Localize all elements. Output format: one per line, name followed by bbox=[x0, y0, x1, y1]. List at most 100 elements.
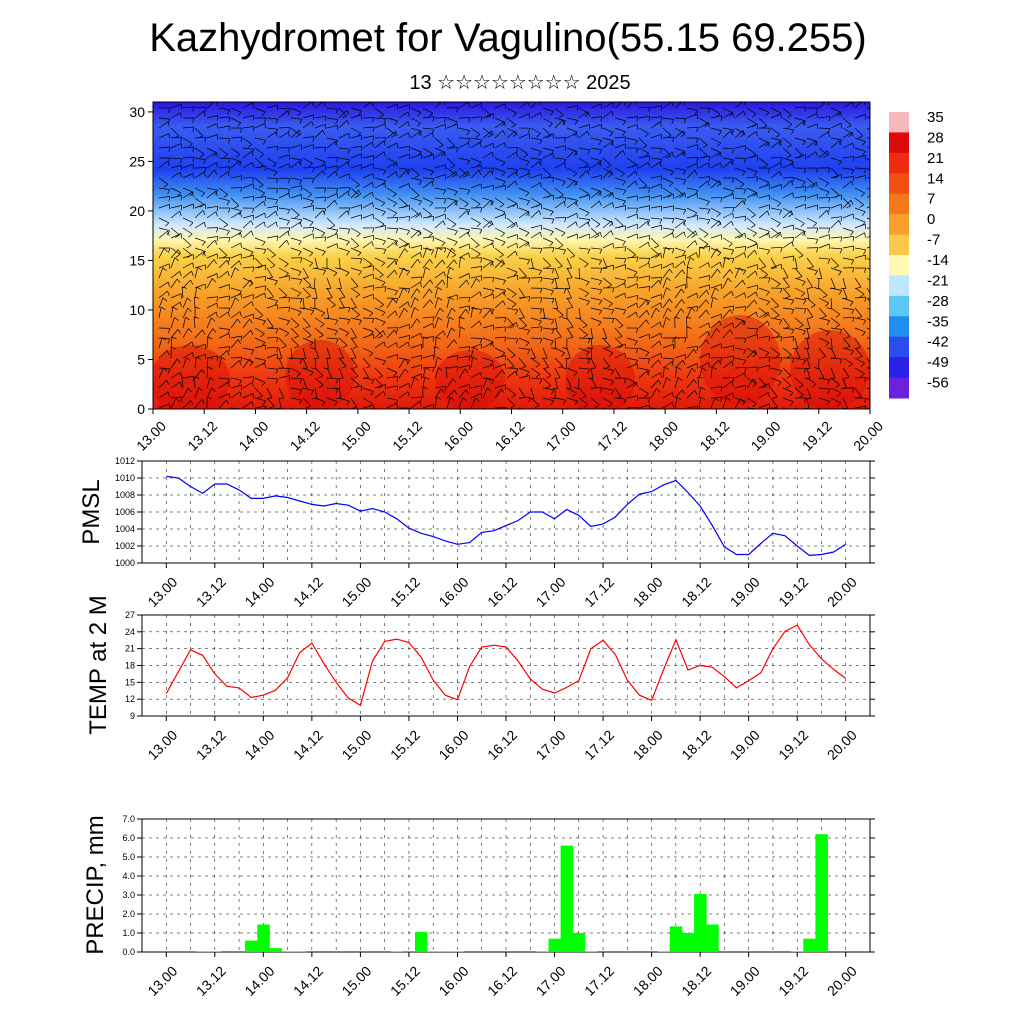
wind-barb bbox=[158, 391, 170, 399]
wind-barb bbox=[338, 132, 350, 139]
wind-barb bbox=[530, 137, 543, 145]
wind-barb bbox=[254, 292, 266, 299]
wind-barb bbox=[470, 372, 482, 379]
wind-barb bbox=[830, 203, 842, 210]
wind-barb bbox=[470, 170, 482, 179]
wind-barb bbox=[602, 337, 611, 349]
wind-barb bbox=[614, 377, 627, 384]
wind-barb bbox=[806, 194, 818, 200]
wind-barb bbox=[254, 337, 266, 347]
wind-barb bbox=[326, 171, 338, 179]
wind-barb bbox=[410, 167, 420, 178]
wind-barb bbox=[398, 368, 409, 379]
wind-barb bbox=[566, 367, 578, 377]
wind-barb bbox=[290, 157, 303, 165]
wind-barb bbox=[386, 142, 398, 149]
wind-barb bbox=[482, 387, 492, 399]
wind-barb bbox=[842, 236, 855, 242]
wind-barb bbox=[698, 289, 710, 299]
wind-barb bbox=[722, 397, 731, 409]
colorbar-swatch bbox=[889, 336, 909, 358]
wind-barb bbox=[842, 199, 854, 209]
wind-barb bbox=[518, 357, 527, 369]
wind-barb bbox=[446, 294, 458, 300]
wind-barb bbox=[410, 177, 422, 185]
wind-barb bbox=[698, 386, 706, 399]
wind-barb bbox=[410, 343, 422, 350]
wind-barb bbox=[170, 358, 181, 369]
wind-barb bbox=[770, 287, 783, 294]
heatmap-x-tick-label: 18.00 bbox=[645, 418, 681, 454]
wind-barb bbox=[302, 317, 311, 329]
wind-barb bbox=[854, 147, 866, 156]
wind-barb bbox=[470, 207, 483, 213]
wind-barb bbox=[866, 167, 870, 171]
wind-barb bbox=[674, 389, 686, 399]
wind-barb bbox=[854, 127, 864, 139]
wind-barb bbox=[206, 151, 218, 159]
wind-barb bbox=[482, 324, 494, 331]
wind-barb bbox=[734, 347, 747, 355]
wind-barb bbox=[470, 306, 478, 319]
wind-barb bbox=[434, 164, 446, 170]
wind-barb bbox=[290, 217, 303, 225]
wind-barb bbox=[734, 130, 746, 139]
wind-barb bbox=[602, 367, 614, 375]
wind-barb bbox=[434, 385, 447, 392]
wind-barb bbox=[542, 207, 554, 216]
x-tick-label: 15.00 bbox=[338, 574, 374, 610]
colorbar-swatch bbox=[889, 234, 909, 256]
wind-barb bbox=[542, 133, 554, 139]
wind-barb bbox=[170, 293, 182, 299]
colorbar-label: 21 bbox=[927, 150, 944, 167]
wind-barb bbox=[494, 363, 506, 369]
wind-barb bbox=[470, 343, 482, 349]
wind-barb bbox=[614, 352, 626, 359]
wind-barb bbox=[806, 277, 813, 289]
wind-barb bbox=[422, 279, 434, 289]
wind-barb bbox=[170, 372, 182, 379]
wind-barb bbox=[170, 205, 183, 211]
wind-barb bbox=[494, 213, 506, 219]
wind-barb bbox=[350, 204, 362, 210]
x-tick-label: 16.00 bbox=[435, 574, 471, 610]
wind-barb bbox=[770, 297, 780, 309]
wind-barb bbox=[314, 267, 326, 275]
x-tick-label: 16.12 bbox=[484, 727, 520, 763]
wind-barb bbox=[602, 357, 611, 369]
wind-barb bbox=[842, 245, 855, 252]
wind-barb bbox=[338, 161, 350, 169]
wind-barb bbox=[326, 199, 338, 209]
wind-barb bbox=[374, 117, 387, 124]
wind-barb bbox=[314, 327, 324, 339]
wind-barb bbox=[194, 136, 207, 143]
wind-barb bbox=[206, 317, 216, 329]
wind-barb bbox=[338, 191, 350, 199]
wind-barb bbox=[782, 147, 792, 159]
wind-barb bbox=[494, 277, 506, 285]
wind-barb bbox=[626, 267, 638, 277]
y-tick-label: 0.0 bbox=[122, 947, 135, 957]
wind-barb bbox=[542, 357, 549, 369]
wind-barb bbox=[242, 177, 255, 183]
wind-barb bbox=[586, 347, 593, 360]
wind-barb bbox=[782, 117, 793, 128]
y-tick-label: 4.0 bbox=[122, 871, 135, 881]
wind-barb bbox=[422, 288, 433, 299]
wind-barb bbox=[410, 297, 419, 309]
wind-barb bbox=[746, 131, 758, 139]
wind-barb bbox=[638, 187, 651, 193]
wind-barb bbox=[530, 277, 543, 283]
wind-barb bbox=[734, 177, 745, 188]
wind-barb bbox=[614, 205, 627, 211]
wind-barb bbox=[254, 137, 267, 145]
wind-barb bbox=[362, 404, 374, 409]
wind-barb bbox=[206, 387, 216, 399]
y-tick-label: 3.0 bbox=[122, 890, 135, 900]
wind-barb bbox=[410, 400, 422, 409]
wind-barb bbox=[338, 357, 347, 369]
wind-barb bbox=[374, 327, 383, 339]
wind-barb bbox=[638, 262, 650, 269]
wind-barb bbox=[710, 328, 721, 339]
wind-barb bbox=[470, 116, 483, 122]
